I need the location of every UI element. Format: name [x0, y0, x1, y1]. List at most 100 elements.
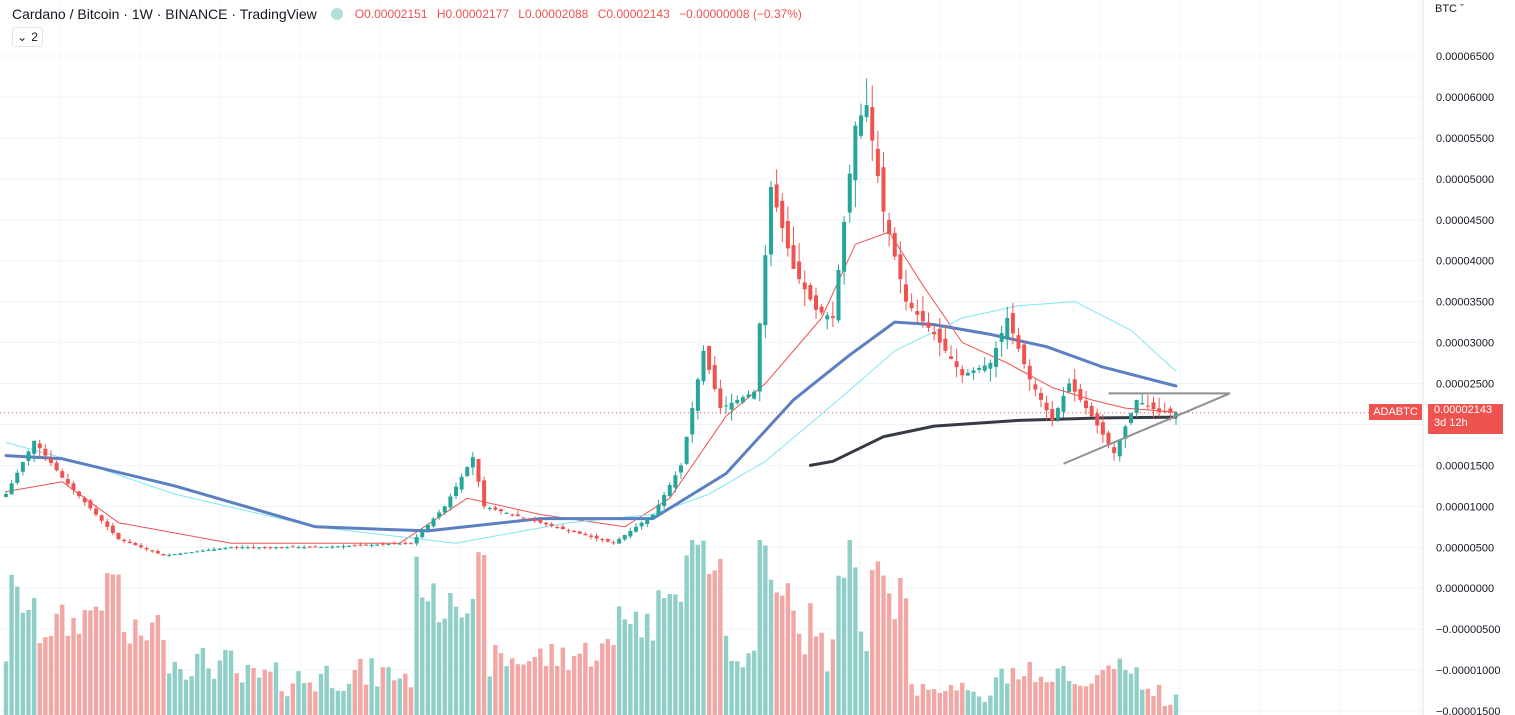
candle-down	[1039, 392, 1043, 400]
candle-up	[442, 506, 447, 513]
candle-down	[594, 535, 599, 539]
volume-bar	[335, 690, 341, 715]
volume-bar	[718, 558, 723, 715]
candle-down	[605, 539, 610, 542]
volume-bar	[183, 679, 189, 715]
volume-bar	[926, 689, 931, 715]
volume-bar	[909, 684, 914, 715]
chart-grid	[0, 0, 1423, 715]
last-price-tag: 0.00002143 3d 12h	[1428, 404, 1503, 434]
candle-down	[1151, 402, 1156, 410]
volume-bar	[296, 671, 301, 715]
volume-bar	[313, 691, 318, 715]
candle-up	[769, 187, 773, 255]
volume-bar	[1089, 683, 1094, 715]
volume-bar	[549, 643, 554, 715]
volume-bar	[931, 689, 937, 715]
volume-bar	[560, 647, 566, 715]
volume-bar	[656, 590, 661, 715]
volume-bar	[1100, 669, 1106, 715]
candle-down	[1168, 408, 1173, 413]
volume-bar	[138, 635, 144, 715]
volume-bar	[740, 667, 746, 715]
candle-down	[1044, 402, 1049, 411]
volume-bar	[785, 583, 791, 715]
volume-bar	[459, 617, 464, 715]
candle-up	[32, 440, 37, 454]
candle-up	[1055, 408, 1060, 420]
candle-up	[1140, 402, 1145, 405]
volume-bar	[189, 676, 194, 715]
volume-bar	[836, 575, 841, 715]
candle-up	[859, 115, 863, 136]
volume-bar	[285, 696, 290, 715]
y-tick-label: 0.00005500	[1436, 133, 1494, 145]
candle-down	[527, 519, 532, 521]
candle-down	[251, 547, 256, 549]
volume-bar	[841, 577, 847, 715]
volume-bar	[448, 593, 453, 715]
candle-up	[465, 467, 470, 477]
candle-up	[842, 221, 847, 272]
volume-bar	[954, 690, 959, 715]
volume-bar	[853, 567, 858, 715]
candle-down	[1100, 422, 1105, 435]
volume-bar	[273, 662, 279, 715]
candle-down	[583, 533, 588, 536]
candle-down	[392, 543, 397, 545]
candle-up	[425, 524, 430, 530]
candle-up	[420, 530, 425, 538]
candle-down	[60, 471, 65, 478]
volume-bar	[166, 673, 172, 715]
chevron-down-icon: ⌄	[17, 30, 28, 44]
volume-bar	[420, 597, 425, 715]
candle-up	[330, 546, 335, 548]
volume-bar	[1123, 669, 1128, 715]
candle-down	[870, 107, 875, 141]
candle-up	[448, 496, 453, 508]
volume-bar	[217, 660, 222, 715]
candle-up	[763, 255, 768, 326]
volume-bar	[639, 637, 644, 715]
candle-down	[1084, 400, 1088, 409]
symbol-tag: ADABTC	[1369, 404, 1422, 420]
close-value: 0.00002143	[606, 7, 670, 21]
candle-down	[65, 479, 70, 484]
volume-bar	[588, 666, 594, 715]
indicator-toggle-button[interactable]: ⌄ 2	[12, 27, 43, 47]
volume-bar	[290, 683, 296, 715]
candle-down	[144, 548, 149, 550]
volume-bar	[279, 691, 284, 715]
candle-down	[830, 316, 835, 319]
volume-bar	[571, 655, 577, 715]
candle-down	[43, 448, 48, 456]
candle-down	[538, 519, 543, 523]
symbol-title[interactable]: Cardano / Bitcoin · 1W · BINANCE · Tradi…	[12, 6, 317, 22]
candle-up	[617, 539, 622, 544]
volume-bar	[223, 650, 228, 715]
volume-bar	[645, 613, 650, 715]
candle-up	[487, 507, 492, 509]
candle-down	[49, 457, 53, 463]
candle-down	[161, 553, 166, 556]
volume-bar	[211, 678, 217, 715]
candle-down	[819, 306, 824, 313]
currency-selector[interactable]: BTC ˇ	[1435, 3, 1464, 15]
low-value: 0.00002088	[524, 7, 589, 21]
volume-bar	[110, 574, 116, 715]
volume-bar	[161, 640, 166, 715]
volume-bar	[93, 606, 99, 715]
candle-down	[1162, 411, 1167, 413]
volume-bar	[481, 555, 487, 715]
volume-bar	[71, 617, 76, 715]
volume-bar	[611, 644, 616, 715]
candle-down	[105, 521, 110, 527]
candle-down	[521, 517, 526, 519]
candle-down	[549, 523, 554, 526]
candle-up	[1174, 412, 1178, 417]
candle-down	[122, 539, 127, 542]
volume-bar	[993, 677, 999, 715]
candle-down	[1095, 413, 1100, 426]
volume-bar	[65, 635, 71, 715]
